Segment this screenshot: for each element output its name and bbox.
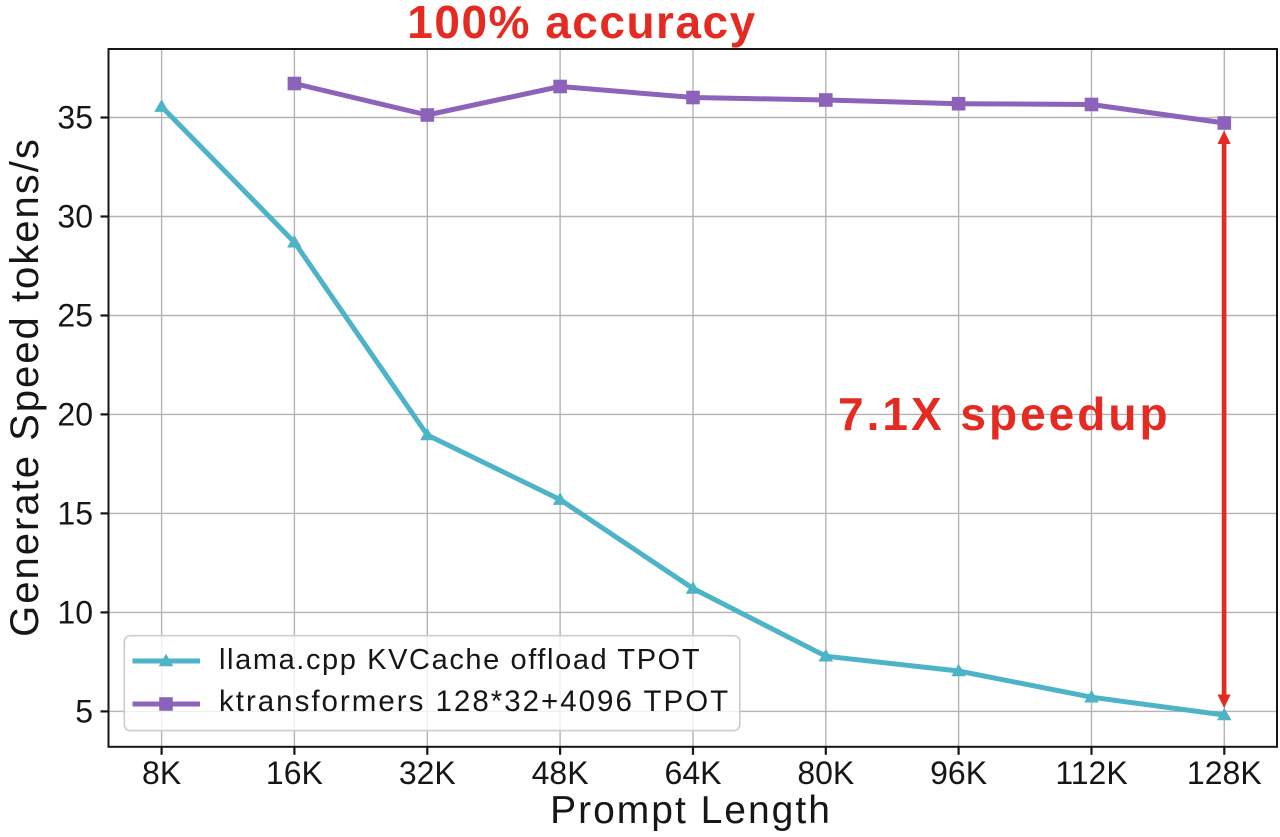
svg-text:25: 25 — [57, 298, 93, 334]
svg-text:Generate Speed tokens/s: Generate Speed tokens/s — [3, 137, 47, 637]
svg-text:48K: 48K — [532, 755, 589, 791]
svg-text:80K: 80K — [797, 755, 854, 791]
svg-text:15: 15 — [57, 496, 93, 532]
svg-text:16K: 16K — [266, 755, 323, 791]
svg-text:llama.cpp KVCache offload TPOT: llama.cpp KVCache offload TPOT — [219, 644, 701, 676]
svg-text:8K: 8K — [142, 755, 181, 791]
svg-text:112K: 112K — [1055, 755, 1127, 791]
svg-text:5: 5 — [75, 694, 93, 730]
svg-text:ktransformers 128*32+4096 TPOT: ktransformers 128*32+4096 TPOT — [219, 685, 730, 718]
svg-text:7.1X speedup: 7.1X speedup — [838, 388, 1171, 440]
svg-text:30: 30 — [57, 199, 93, 235]
svg-text:32K: 32K — [399, 755, 456, 791]
svg-text:10: 10 — [57, 595, 93, 631]
svg-text:64K: 64K — [665, 755, 722, 791]
svg-text:Prompt Length: Prompt Length — [550, 789, 832, 832]
svg-text:35: 35 — [57, 100, 93, 136]
svg-text:100% accuracy: 100% accuracy — [407, 0, 756, 48]
svg-text:96K: 96K — [930, 755, 987, 791]
svg-text:128K: 128K — [1187, 755, 1262, 791]
svg-text:20: 20 — [57, 397, 93, 433]
